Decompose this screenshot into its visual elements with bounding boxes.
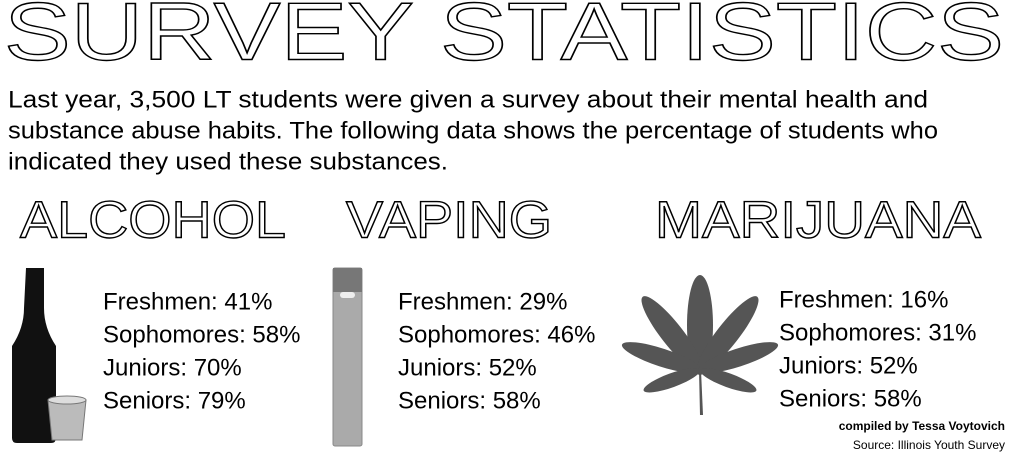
stat-line: Sophomores: 31% xyxy=(779,319,976,346)
section-heading: ALCOHOL xyxy=(20,192,286,250)
stats: Freshmen: 41% Sophomores: 58% Juniors: 70%… xyxy=(103,286,976,414)
intro-line: substance abuse habits. The following da… xyxy=(8,117,938,144)
intro-line: Last year, 3,500 LT students were given … xyxy=(8,86,928,113)
section-heading: VAPING xyxy=(346,192,552,250)
credit: compiled by Tessa Voytovich xyxy=(839,419,1005,433)
source: Source: Illinois Youth Survey xyxy=(853,438,1005,452)
bottle-icon xyxy=(12,268,87,443)
stat-line: Sophomores: 46% xyxy=(398,321,595,348)
stat-line: Seniors: 79% xyxy=(103,387,246,414)
stat-line: Sophomores: 58% xyxy=(103,321,300,348)
title: SURVEY STATISTICS xyxy=(4,0,1004,78)
section-heading: MARIJUANA xyxy=(655,192,981,250)
intro-line: indicated they used these substances. xyxy=(8,148,448,175)
stat-line: Seniors: 58% xyxy=(398,387,541,414)
stat-line: Juniors: 52% xyxy=(779,352,918,379)
stat-line: Freshmen: 41% xyxy=(103,288,272,315)
stat-line: Freshmen: 29% xyxy=(398,288,567,315)
stat-line: Freshmen: 16% xyxy=(779,286,948,313)
stat-line: Seniors: 58% xyxy=(779,385,922,412)
vape-icon xyxy=(332,267,363,447)
stat-line: Juniors: 70% xyxy=(103,354,242,381)
stat-line: Juniors: 52% xyxy=(398,354,537,381)
leaf-icon xyxy=(621,275,779,415)
